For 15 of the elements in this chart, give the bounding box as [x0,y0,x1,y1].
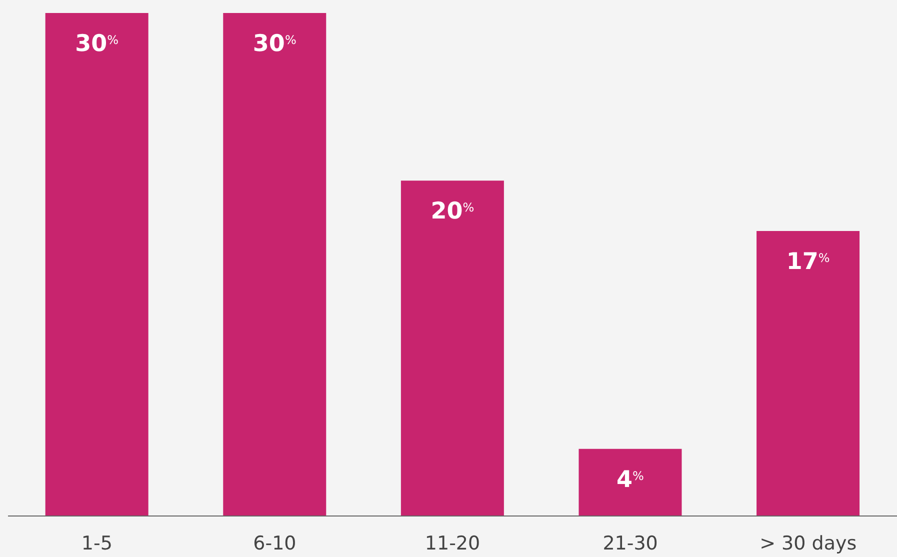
data-label: 4$^{%}$ [616,466,644,493]
bar [756,230,860,516]
data-label: 30$^{%}$ [252,31,296,57]
x-tick-label: 21-30 [602,532,658,554]
bar [400,180,504,516]
x-tick-label: > 30 days [760,532,857,554]
x-tick-label: 1-5 [81,532,112,554]
x-tick-label: 11-20 [424,532,480,554]
bar [45,13,148,516]
data-label: 30$^{%}$ [75,31,119,57]
data-label: 17$^{%}$ [786,248,830,275]
x-tick-label: 6-10 [253,532,296,554]
bar [578,448,682,516]
bar [223,13,326,516]
data-label: 20$^{%}$ [430,198,474,225]
